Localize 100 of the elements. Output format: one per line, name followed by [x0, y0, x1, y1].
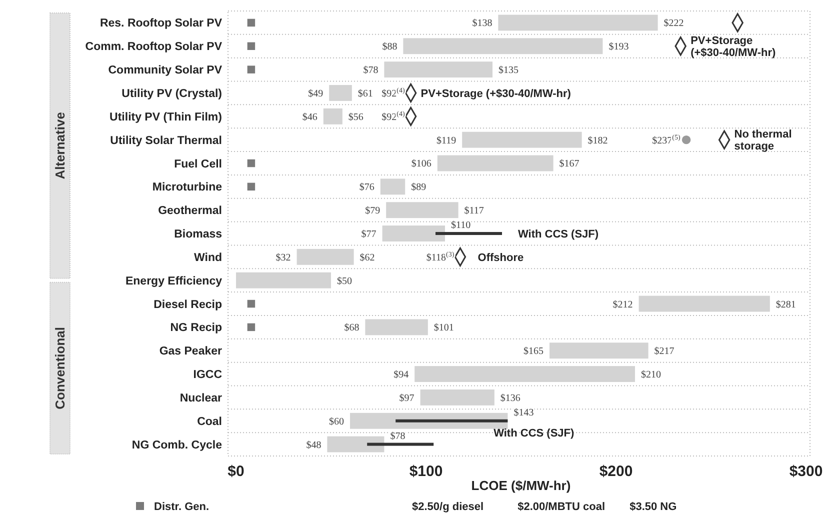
- annotation: $49: [308, 88, 324, 100]
- bar: [367, 442, 434, 446]
- annotation: $117: [464, 206, 484, 217]
- bar: [323, 108, 342, 124]
- annotation: $119: [436, 135, 456, 146]
- bar: [380, 178, 406, 195]
- point: [247, 182, 256, 191]
- annotation: $92$^{(4)}$: [382, 110, 406, 123]
- x-axis-title: LCOE ($/MW-hr): [471, 478, 571, 493]
- annotation: $77: [361, 229, 376, 240]
- annotation: $76: [359, 182, 374, 194]
- y-tick-label: Diesel Recip: [154, 298, 222, 311]
- annotation: $61: [358, 88, 373, 100]
- annotation: $89: [411, 182, 426, 194]
- bar: [420, 389, 494, 406]
- annotation: $78: [390, 430, 406, 442]
- annotation: $60: [329, 416, 344, 428]
- annotation: $50: [337, 276, 352, 287]
- point: [247, 42, 256, 50]
- y-tick-label: Energy Efficiency: [125, 275, 223, 288]
- annotation: Offshore: [478, 252, 524, 264]
- bar: [437, 155, 554, 172]
- point: [247, 18, 256, 27]
- x-tick-label: $200: [599, 463, 633, 480]
- bar: [414, 366, 635, 382]
- annotation: $281: [776, 299, 796, 310]
- annotation: $193: [608, 42, 629, 53]
- annotation: With CCS (SJF): [518, 228, 599, 240]
- text: $3.50 NG: [630, 500, 677, 513]
- bar: [386, 202, 458, 218]
- text: $2.00/MBTU coal: [518, 500, 606, 513]
- annotation: $46: [302, 112, 318, 123]
- annotation: $56: [348, 112, 364, 123]
- y-tick-label: Wind: [194, 252, 222, 264]
- y-tick-label: Community Solar PV: [108, 64, 222, 77]
- bar: [236, 272, 331, 288]
- annotation: $143: [514, 407, 534, 418]
- annotation: $136: [500, 392, 520, 404]
- y-tick-label: Fuel Cell: [174, 158, 222, 170]
- y-tick-label: NG Recip: [170, 322, 222, 334]
- y-tick-label: Nuclear: [180, 392, 223, 404]
- annotation: $165: [524, 346, 544, 358]
- point: [247, 159, 256, 168]
- bar: [638, 296, 770, 312]
- annotation: $212: [612, 299, 633, 310]
- bar: [384, 62, 492, 78]
- bar: [396, 419, 508, 422]
- annotation: $106: [411, 158, 432, 170]
- annotation: $48: [306, 440, 322, 451]
- annotation: $78: [363, 65, 378, 76]
- annotation: $118$^{(3)}$: [426, 250, 455, 264]
- annotation: PV+Storage (+$30-40/MW-hr): [690, 34, 776, 60]
- y-tick-label: Biomass: [174, 228, 222, 241]
- point: [247, 323, 256, 332]
- y-tick-label: Utility Solar Thermal: [110, 134, 222, 147]
- y-tick-label: Gas Peaker: [159, 346, 223, 358]
- annotation: $167: [559, 158, 580, 170]
- annotation: $68: [344, 322, 360, 334]
- bar: [462, 132, 582, 148]
- x-tick-label: $0: [228, 463, 244, 480]
- annotation: $92$^{(4)}$: [382, 86, 406, 100]
- annotation: $62: [360, 252, 375, 264]
- annotation: $110: [451, 220, 471, 231]
- annotation: With CCS (SJF): [494, 427, 574, 440]
- text: $2.50/g diesel: [412, 500, 484, 513]
- text: Alternative: [52, 112, 68, 180]
- annotation: $97: [399, 392, 414, 404]
- annotation: $88: [382, 42, 398, 53]
- x-tick-label: $100: [409, 463, 443, 480]
- y-tick-label: NG Comb. Cycle: [132, 439, 222, 452]
- x-tick-label: $300: [789, 463, 823, 480]
- annotation: $79: [365, 206, 380, 217]
- y-tick-label: IGCC: [193, 369, 222, 382]
- annotation: $217: [654, 346, 674, 358]
- y-tick-label: Microturbine: [152, 182, 222, 194]
- annotation: $210: [641, 370, 661, 381]
- annotation: $222: [664, 18, 684, 30]
- bar: [327, 436, 384, 452]
- bar: [382, 226, 445, 242]
- annotation: $138: [472, 18, 492, 30]
- bar: [296, 248, 354, 265]
- y-tick-label: Utility PV (Thin Film): [110, 111, 222, 124]
- bar: [498, 14, 658, 31]
- point: [682, 135, 691, 144]
- annotation: $182: [588, 135, 608, 146]
- bar: [550, 342, 648, 359]
- y-tick-label: Geothermal: [158, 205, 222, 218]
- annotation: $101: [434, 322, 454, 334]
- text: Conventional: [52, 327, 68, 410]
- point: [247, 300, 256, 308]
- annotation: $135: [498, 65, 518, 76]
- annotation: PV+Storage (+$30-40/MW-hr): [420, 88, 572, 100]
- annotation: No thermal storage: [734, 128, 792, 153]
- point: [247, 66, 256, 74]
- y-tick-label: Res. Rooftop Solar PV: [100, 18, 222, 30]
- bar: [329, 85, 352, 101]
- bar: [403, 38, 603, 54]
- annotation: $32: [276, 252, 291, 264]
- bar: [436, 232, 502, 235]
- y-tick-label: Utility PV (Crystal): [122, 88, 222, 100]
